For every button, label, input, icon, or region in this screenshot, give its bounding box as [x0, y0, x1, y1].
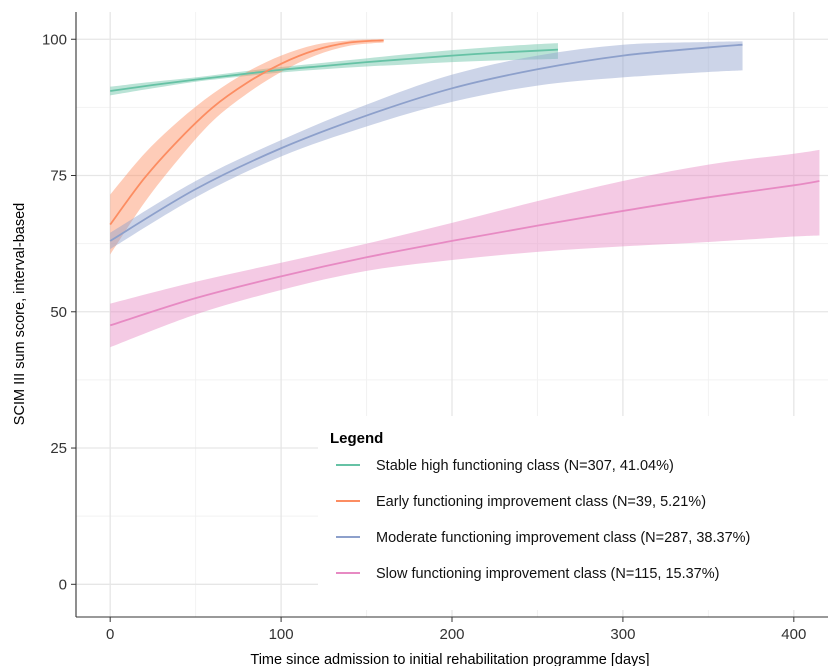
legend-background: [318, 416, 828, 610]
series-line-4: [109, 180, 820, 327]
y-tick-label: 100: [42, 31, 67, 48]
series-lines: [109, 39, 820, 327]
series-line-3: [109, 43, 743, 242]
y-tick-label: 25: [50, 440, 67, 457]
x-tick-label: 100: [269, 626, 294, 643]
axes: 0 100 200 300 400 0 25 50 75 100: [42, 12, 828, 643]
y-axis-title: SCIM III sum score, interval-based: [12, 203, 28, 425]
x-tick-label: 400: [781, 626, 806, 643]
y-tick-label: 75: [50, 168, 67, 185]
legend-title: Legend: [330, 430, 383, 447]
x-tick-label: 200: [439, 626, 464, 643]
x-tick-label: 300: [610, 626, 635, 643]
legend-label-3: Moderate functioning improvement class (…: [376, 530, 750, 546]
x-axis-title: Time since admission to initial rehabili…: [250, 652, 649, 666]
y-tick-label: 50: [50, 304, 67, 321]
legend-items: Stable high functioning class (N=307, 41…: [336, 458, 750, 582]
legend-label-2: Early functioning improvement class (N=3…: [376, 494, 706, 510]
confidence-band-3: [110, 41, 743, 250]
legend: Legend Stable high functioning class (N=…: [318, 416, 828, 610]
series-line-2: [109, 39, 384, 226]
legend-label-4: Slow functioning improvement class (N=11…: [376, 566, 719, 582]
series-line-1: [110, 48, 559, 92]
legend-label-1: Stable high functioning class (N=307, 41…: [376, 458, 674, 474]
x-tick-label: 0: [106, 626, 114, 643]
confidence-band-4: [110, 149, 820, 348]
y-tick-label: 0: [59, 576, 67, 593]
